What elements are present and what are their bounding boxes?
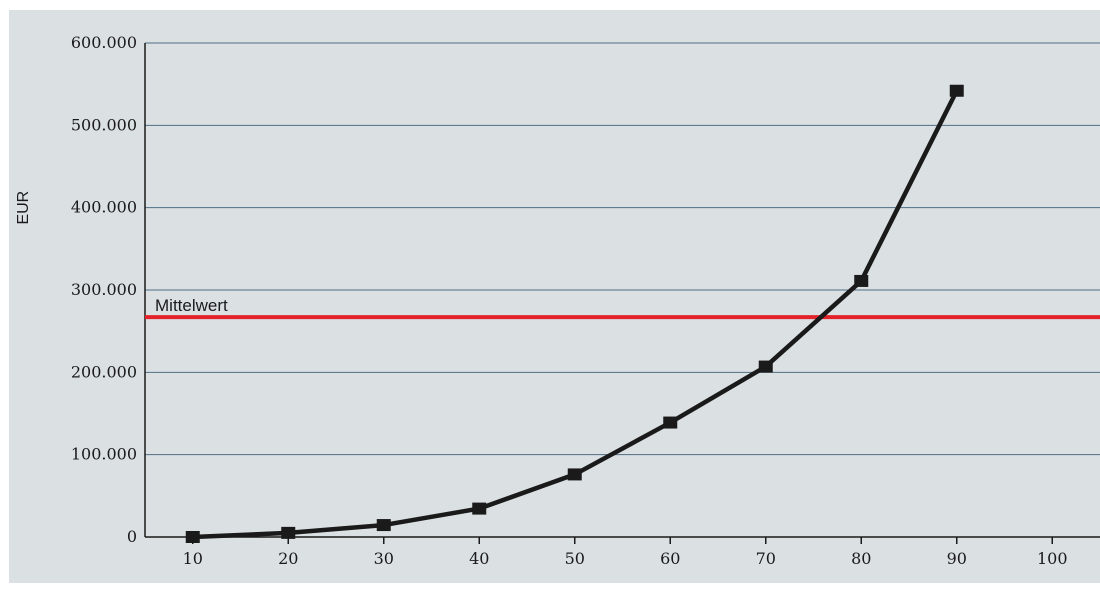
y-tick-label: 0: [127, 527, 137, 546]
data-point-marker: [854, 274, 869, 287]
x-tick-label: 70: [756, 549, 776, 568]
data-point-marker: [472, 502, 487, 515]
y-tick-label: 600.000: [71, 33, 137, 52]
x-tick-label: 50: [565, 549, 585, 568]
data-point-marker: [185, 531, 200, 543]
chart-panel: 0 100.000 200.000 300.000 400.000 500.000 600.…: [9, 10, 1100, 583]
x-tick-label: 90: [947, 549, 967, 568]
x-tick-label: 30: [374, 549, 394, 568]
mean-reference-label: Mittelwert: [155, 296, 228, 315]
line-chart: 0 100.000 200.000 300.000 400.000 500.000 600.…: [15, 33, 1100, 568]
gridlines: [145, 42, 1100, 456]
y-tick-label: 200.000: [71, 362, 137, 381]
x-tick-label: 60: [660, 549, 680, 568]
data-point-marker: [281, 526, 296, 539]
reference-line-group: Mittelwert: [145, 296, 1100, 320]
y-tick-label: 500.000: [71, 115, 137, 134]
data-point-marker: [758, 360, 773, 373]
axes: [144, 43, 1100, 544]
x-tick-labels: 10 20 30 40 50 60 70 80 90 100: [183, 549, 1068, 568]
x-tick-label: 100: [1037, 549, 1068, 568]
x-tick-label: 40: [469, 549, 489, 568]
series-group: [185, 84, 964, 543]
x-tick-label: 20: [278, 549, 298, 568]
data-point-marker: [376, 519, 391, 532]
y-tick-label: 100.000: [71, 445, 137, 464]
y-tick-label: 400.000: [71, 198, 137, 217]
x-tick-label: 80: [851, 549, 871, 568]
y-tick-label: 300.000: [71, 280, 137, 299]
data-point-marker: [949, 84, 964, 97]
x-tick-label: 10: [183, 549, 203, 568]
y-tick-labels: 0 100.000 200.000 300.000 400.000 500.000 600.…: [71, 33, 137, 546]
data-point-marker: [663, 416, 678, 429]
y-axis-label: EUR: [15, 191, 32, 225]
data-point-marker: [567, 468, 582, 481]
